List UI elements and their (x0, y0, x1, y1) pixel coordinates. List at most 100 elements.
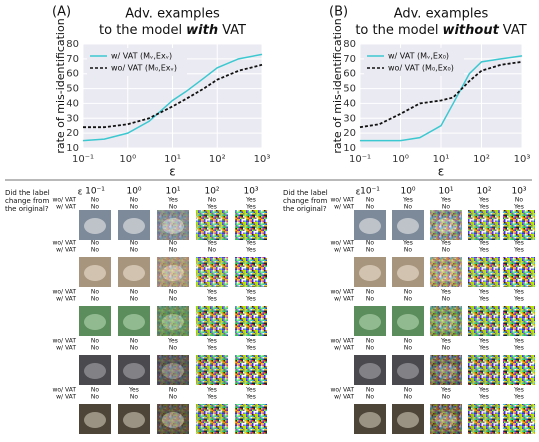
answer: No (404, 338, 412, 345)
legend-label: w/ VAT (Mᵥ,Ex₀) (388, 52, 449, 61)
answer: Yes (513, 289, 524, 296)
image-perturb (157, 355, 189, 385)
answer: Yes (478, 345, 489, 352)
image-subject (123, 218, 145, 234)
answer: Yes (206, 204, 217, 211)
legend-label: wo/ VAT (M₀,Exᵥ) (111, 64, 177, 73)
answer: Yes (245, 247, 256, 254)
answer: Yes (245, 387, 256, 394)
answer: Yes (245, 197, 256, 204)
question: the original? (5, 205, 49, 213)
row-label: w/ VAT (334, 394, 354, 401)
answer: No (208, 247, 216, 254)
y-axis-label: rate of mis-identification (54, 18, 67, 153)
x-tick-label: 10⁻¹ (72, 154, 94, 165)
answer: Yes (245, 394, 256, 401)
answer: Yes (206, 338, 217, 345)
y-tick-label: 60 (66, 69, 79, 80)
row-label: w/ VAT (56, 345, 76, 352)
figure: (A)Adv. examplesto the modelwithVAT10203… (0, 0, 539, 438)
image-noise (196, 404, 228, 434)
row-label: wo/ VAT (52, 289, 76, 296)
column-header: 10⁻¹ (85, 187, 105, 197)
x-tick-label: 10⁻¹ (349, 154, 371, 165)
image-noise (503, 306, 535, 336)
column-header: 10³ (511, 187, 526, 197)
x-tick-label: 10¹ (433, 154, 450, 165)
image-noise (235, 210, 267, 240)
answer: No (91, 204, 99, 211)
legend-label: wo/ VAT (M₀,Ex₀) (388, 64, 454, 73)
image-subject (359, 363, 381, 379)
question: change from (5, 197, 49, 205)
answer: Yes (478, 204, 489, 211)
answer: Yes (513, 247, 524, 254)
answer: Yes (167, 197, 178, 204)
answer: No (366, 394, 374, 401)
panel-label: (B) (329, 5, 348, 20)
answer: Yes (440, 240, 451, 247)
answer: No (130, 247, 138, 254)
column-header: 10² (476, 187, 491, 197)
answer: No (366, 345, 374, 352)
y-axis-label: rate of mis-identification (331, 18, 344, 153)
x-tick-label: 10³ (514, 154, 531, 165)
answer: No (442, 296, 450, 303)
row-label: w/ VAT (334, 296, 354, 303)
image-subject (397, 265, 419, 281)
image-noise (468, 257, 500, 287)
answer: No (366, 387, 374, 394)
subtitle-part: VAT (222, 23, 246, 38)
image-perturb (430, 257, 462, 287)
answer: Yes (478, 387, 489, 394)
answer: Yes (206, 296, 217, 303)
y-tick-label: 80 (343, 39, 356, 50)
image-noise (235, 355, 267, 385)
answer: Yes (206, 394, 217, 401)
answer: Yes (206, 345, 217, 352)
chart-subtitle: to the modelwithoutVAT (355, 23, 526, 38)
row-label: wo/ VAT (52, 387, 76, 394)
y-tick-label: 10 (66, 143, 79, 154)
answer: No (366, 338, 374, 345)
y-tick-label: 70 (343, 54, 356, 65)
answer: No (404, 204, 412, 211)
y-tick-label: 40 (66, 98, 79, 109)
image-noise (235, 257, 267, 287)
answer: Yes (167, 338, 178, 345)
column-header: 10⁻¹ (360, 187, 380, 197)
panel-label: (A) (52, 5, 71, 20)
x-axis-label: ε (438, 165, 445, 179)
image-perturb (157, 210, 189, 240)
answer: No (366, 240, 374, 247)
answer: No (442, 394, 450, 401)
answer: No (366, 247, 374, 254)
row-label: w/ VAT (334, 345, 354, 352)
answer: No (169, 345, 177, 352)
y-tick-label: 20 (66, 128, 79, 139)
image-subject (84, 314, 106, 330)
row-label: w/ VAT (334, 247, 354, 254)
y-tick-label: 30 (66, 113, 79, 124)
image-noise (468, 306, 500, 336)
image-subject (84, 218, 106, 234)
image-subject (84, 412, 106, 428)
answer: Yes (128, 387, 139, 394)
row-label: wo/ VAT (330, 289, 354, 296)
answer: Yes (513, 204, 524, 211)
answer: Yes (440, 387, 451, 394)
column-header: 10⁰ (126, 187, 141, 197)
answer: Yes (478, 289, 489, 296)
answer: No (130, 289, 138, 296)
image-noise (196, 355, 228, 385)
image-noise (235, 306, 267, 336)
x-tick-label: 10² (473, 154, 490, 165)
y-tick-label: 60 (343, 69, 356, 80)
x-tick-label: 10¹ (164, 154, 181, 165)
answer: No (169, 247, 177, 254)
answer: Yes (513, 387, 524, 394)
image-perturb (430, 404, 462, 434)
subtitle-part: to the model (355, 23, 438, 38)
answer: No (130, 197, 138, 204)
